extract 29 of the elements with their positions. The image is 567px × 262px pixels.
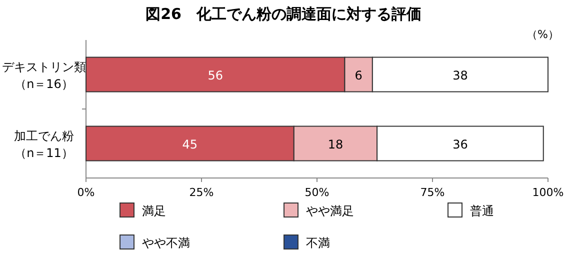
bar [376,126,544,162]
legend-label: やや満足 [306,204,354,218]
legend-item: やや満足 [284,202,354,218]
legend-label: やや不満 [142,236,190,250]
chart-title: 図26 化工でん粉の調達面に対する評価 [146,5,422,23]
legend-item: 不満 [284,234,330,250]
y-tick-label: 加工でん粉（n＝11） [14,129,74,160]
data-label: 56 [208,68,223,82]
x-tick-label: 75% [420,186,445,199]
bar [372,56,548,92]
x-tick-label: 25% [189,186,214,199]
y-tick-label: デキストリン類（n＝16） [2,60,86,91]
legend-label: 満足 [142,204,166,218]
legend-label: 不満 [306,236,330,250]
legend-item: やや不満 [120,234,190,250]
x-tick-label: 50% [304,186,330,199]
x-tick-label: 0% [77,186,95,199]
data-label: 45 [182,138,198,152]
bar [86,56,346,92]
bar [86,126,294,162]
x-tick-label: 100% [532,186,564,199]
data-label: 36 [452,138,468,152]
legend-item: 満足 [120,202,166,218]
data-label: 18 [328,138,344,152]
data-label: 6 [354,68,362,82]
legend-item: 普通 [448,202,494,218]
data-label: 38 [452,68,468,82]
legend-label: 普通 [470,204,494,218]
annotation: （%） [526,28,559,41]
